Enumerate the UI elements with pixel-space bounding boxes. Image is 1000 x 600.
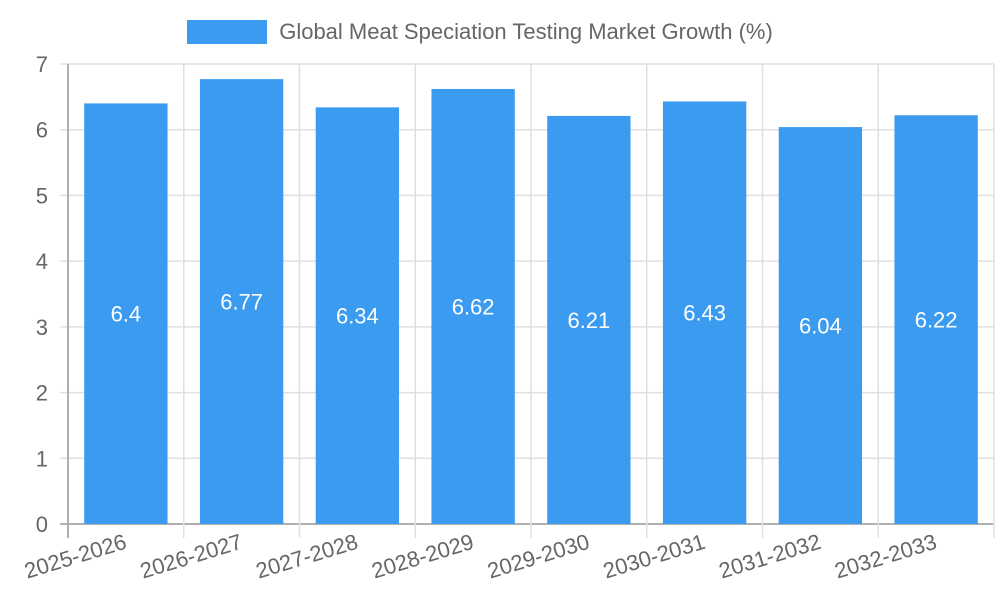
bar[interactable] xyxy=(199,79,284,524)
y-tick-label: 1 xyxy=(36,446,48,471)
y-tick-label: 5 xyxy=(36,183,48,208)
x-axis: 2025-2026 2026-2027 2027-2028 2028-2029 2029… xyxy=(21,529,939,584)
bar[interactable] xyxy=(547,115,631,525)
legend-swatch[interactable] xyxy=(187,20,268,44)
bar-value-label: 6.21 xyxy=(567,308,610,333)
legend-label: Global Meat Speciation Testing Market Gr… xyxy=(279,19,773,44)
y-tick-label: 4 xyxy=(36,249,48,274)
x-tick-label: 2031-2032 xyxy=(716,529,824,584)
x-tick-label: 2032-2033 xyxy=(832,529,940,584)
y-axis: 0 1 2 3 4 5 6 7 xyxy=(36,52,48,537)
bar[interactable] xyxy=(894,115,978,524)
x-tick-label: 2028-2029 xyxy=(369,529,477,584)
bar[interactable] xyxy=(431,88,515,524)
bar[interactable] xyxy=(84,103,168,524)
x-tick-label: 2030-2031 xyxy=(600,529,708,584)
bar[interactable] xyxy=(778,127,863,524)
y-tick-label: 0 xyxy=(36,512,48,537)
x-tick-label: 2026-2027 xyxy=(137,529,245,584)
bar-value-label: 6.43 xyxy=(683,301,726,326)
y-tick-label: 3 xyxy=(36,315,48,340)
bar-value-label: 6.77 xyxy=(220,290,263,315)
bar-value-label: 6.34 xyxy=(336,304,379,329)
x-tick-label: 2029-2030 xyxy=(484,529,592,584)
chart-legend: Global Meat Speciation Testing Market Gr… xyxy=(0,18,1000,46)
bar-value-label: 6.04 xyxy=(799,314,842,339)
y-tick-label: 2 xyxy=(36,381,48,406)
bar[interactable] xyxy=(662,101,747,524)
bar-value-label: 6.4 xyxy=(111,302,142,327)
bar-value-label: 6.22 xyxy=(915,308,958,333)
x-tick-label: 2027-2028 xyxy=(253,529,361,584)
y-tick-label: 6 xyxy=(36,118,48,143)
x-tick-label: 2025-2026 xyxy=(21,529,129,584)
bar-value-label: 6.62 xyxy=(452,294,495,319)
bar[interactable] xyxy=(315,107,400,524)
y-tick-label: 7 xyxy=(36,52,48,77)
bars: 6.4 6.77 6.34 6.62 6.21 6.43 6.04 6.22 xyxy=(84,79,978,525)
